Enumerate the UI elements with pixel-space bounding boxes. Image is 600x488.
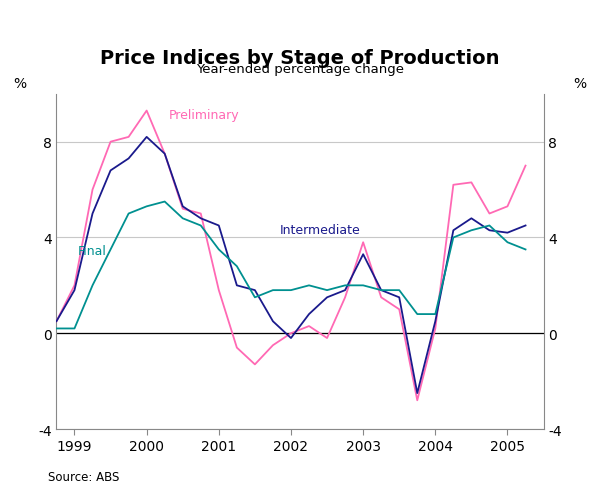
Text: Year-ended percentage change: Year-ended percentage change [196,63,404,76]
Text: %: % [574,77,587,91]
Title: Price Indices by Stage of Production: Price Indices by Stage of Production [100,49,500,68]
Text: Intermediate: Intermediate [280,223,361,236]
Text: %: % [13,77,26,91]
Text: Preliminary: Preliminary [168,108,239,122]
Text: Source: ABS: Source: ABS [48,470,119,483]
Text: Final: Final [78,244,107,258]
